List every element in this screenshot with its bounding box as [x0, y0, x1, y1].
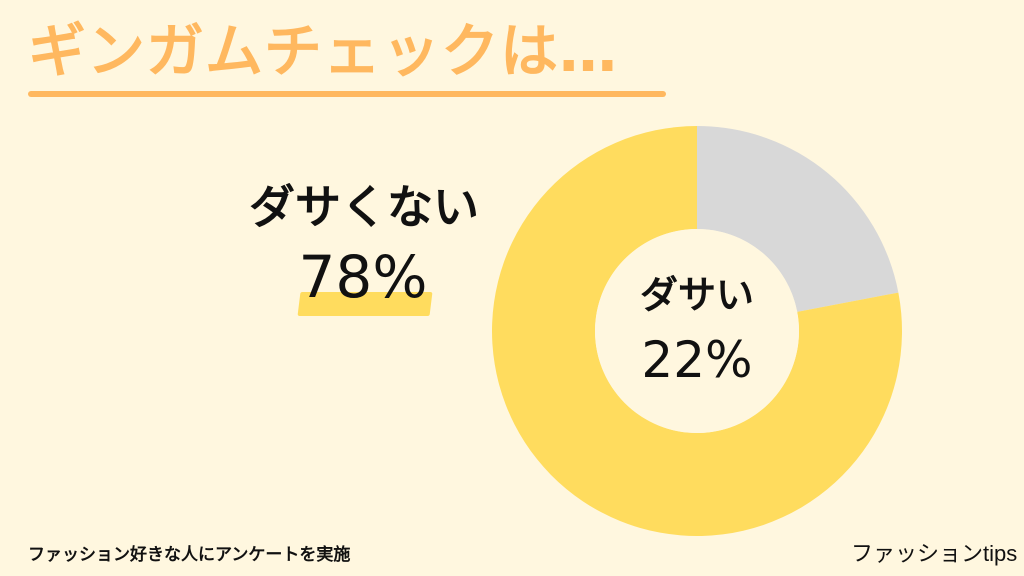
donut-chart: ダサい 22%	[492, 126, 902, 536]
title-underline	[28, 91, 666, 97]
donut-chart-svg	[492, 126, 902, 536]
major-slice-value: 78%	[298, 243, 428, 311]
pie-slice-dasai	[697, 126, 899, 312]
major-slice-label: ダサくない	[249, 180, 479, 234]
page-title: ギンガムチェックは…	[28, 17, 619, 85]
survey-note: ファッション好きな人にアンケートを実施	[28, 545, 351, 565]
brand-footer: ファッションtips	[851, 541, 1018, 566]
donut-center-hole	[595, 229, 799, 433]
center-slice-value: 22%	[641, 331, 753, 389]
pie-slice-dasakunai	[492, 126, 902, 536]
center-slice-label: ダサい	[639, 273, 754, 317]
